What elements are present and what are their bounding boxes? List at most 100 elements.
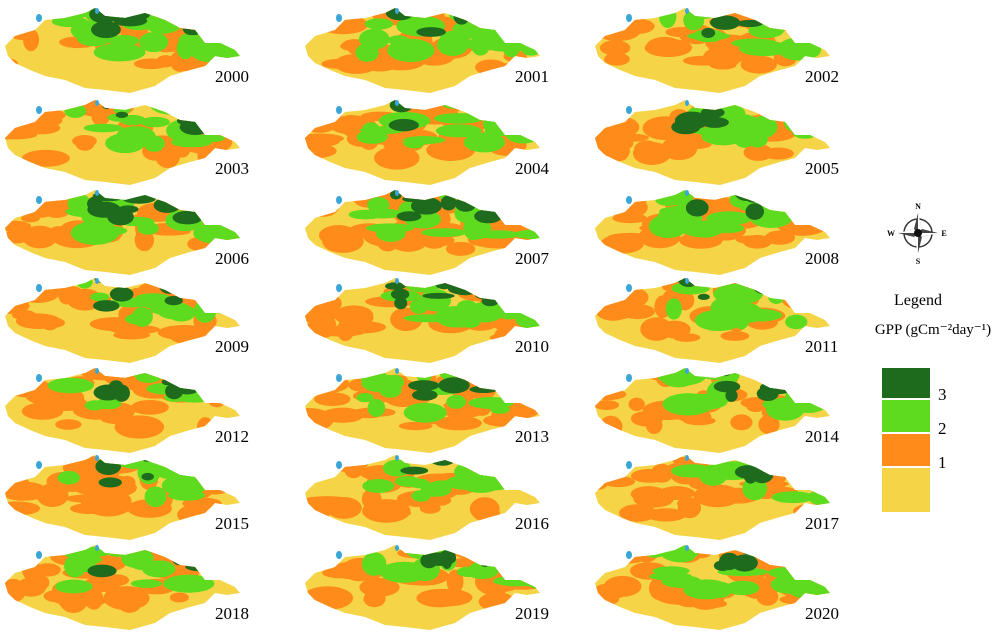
patch-2 [525, 567, 551, 589]
patch-1 [504, 96, 525, 118]
lake [685, 100, 689, 106]
patch-1 [180, 556, 225, 566]
patch-3 [167, 279, 190, 293]
patch-3 [452, 282, 478, 295]
patch-2 [368, 399, 386, 417]
patch-2 [214, 27, 254, 39]
patch-2 [477, 107, 512, 122]
patch-2 [199, 197, 225, 210]
patch-3 [499, 13, 528, 29]
patch-3 [167, 453, 199, 462]
patch-1 [322, 567, 360, 578]
year-label: 2006 [215, 249, 249, 268]
patch-2 [460, 96, 491, 107]
patch-1 [593, 583, 627, 599]
lake [336, 551, 342, 559]
patch-3 [113, 384, 130, 401]
patch-3 [386, 5, 414, 20]
patch-2 [176, 549, 207, 557]
lake [626, 374, 632, 382]
patch-2 [404, 314, 453, 322]
patch-1 [789, 464, 818, 474]
patch-3 [185, 562, 214, 571]
patch-2 [514, 229, 559, 239]
year-label: 2000 [215, 67, 249, 86]
patch-1 [290, 9, 321, 18]
lake [395, 100, 399, 106]
patch-2 [783, 109, 806, 126]
patch-1 [344, 461, 363, 478]
patch-2 [797, 446, 840, 464]
patch-2 [379, 562, 428, 583]
patch-3 [390, 98, 414, 112]
patch-3 [775, 11, 796, 29]
patch-3 [754, 368, 774, 377]
legend-swatch [882, 400, 930, 432]
patch-2 [90, 293, 109, 302]
patch-1 [743, 235, 772, 249]
patch-1 [709, 61, 736, 69]
year-label: 2004 [515, 159, 550, 178]
legend: 321 [882, 368, 947, 512]
patch-3 [509, 190, 519, 203]
patch-2 [490, 405, 510, 414]
patch-3 [745, 203, 764, 220]
patch-3 [805, 544, 818, 555]
patch-2 [189, 545, 210, 561]
patch-3 [808, 293, 819, 299]
patch-2 [200, 555, 251, 566]
year-label: 2005 [805, 159, 839, 178]
map: 2006 [0, 185, 249, 275]
patch-3 [394, 297, 407, 309]
patch-1 [594, 291, 613, 305]
patch-2 [376, 225, 406, 242]
patch-3 [217, 107, 236, 113]
patch-2 [121, 548, 154, 568]
legend-unit: GPP (gCm⁻²day⁻¹) [875, 322, 991, 338]
patch-1 [763, 147, 794, 159]
patch-2 [77, 276, 93, 288]
patch-3 [452, 186, 477, 197]
year-label: 2002 [805, 67, 839, 86]
patch-3 [482, 296, 499, 306]
patch-2 [84, 124, 124, 133]
patch-2 [480, 284, 532, 299]
patch-3 [513, 449, 536, 466]
year-label: 2015 [215, 514, 249, 533]
patch-2 [795, 555, 838, 568]
patch-3 [737, 20, 763, 27]
lake [36, 106, 42, 114]
patch-3 [218, 453, 248, 471]
patch-3 [807, 29, 832, 44]
lake [336, 284, 342, 292]
patch-2 [362, 122, 380, 137]
patch-2 [163, 575, 214, 593]
patch-2 [179, 192, 203, 203]
patch-3 [792, 201, 805, 211]
patch-1 [12, 310, 37, 320]
legend-label: 1 [938, 453, 947, 472]
patch-2 [792, 125, 818, 139]
map: 2009 [0, 274, 249, 363]
patch-3 [470, 386, 498, 393]
patch-3 [681, 112, 697, 121]
patch-2 [52, 16, 88, 27]
gpp-patches [284, 360, 560, 432]
patch-3 [208, 560, 218, 574]
map: 2005 [574, 94, 846, 185]
patch-2 [779, 286, 829, 299]
patch-2 [768, 567, 806, 578]
patch-2 [807, 192, 826, 214]
year-label: 2010 [515, 337, 549, 356]
patch-3 [154, 198, 181, 213]
patch-2 [144, 14, 182, 34]
lake [336, 461, 342, 469]
patch-3 [818, 560, 834, 572]
year-label: 2001 [515, 67, 549, 86]
patch-1 [302, 586, 353, 610]
year-label: 2009 [215, 337, 249, 356]
patch-1 [22, 226, 57, 249]
map: 2007 [305, 181, 559, 275]
patch-3 [454, 8, 470, 25]
lake [36, 284, 42, 292]
